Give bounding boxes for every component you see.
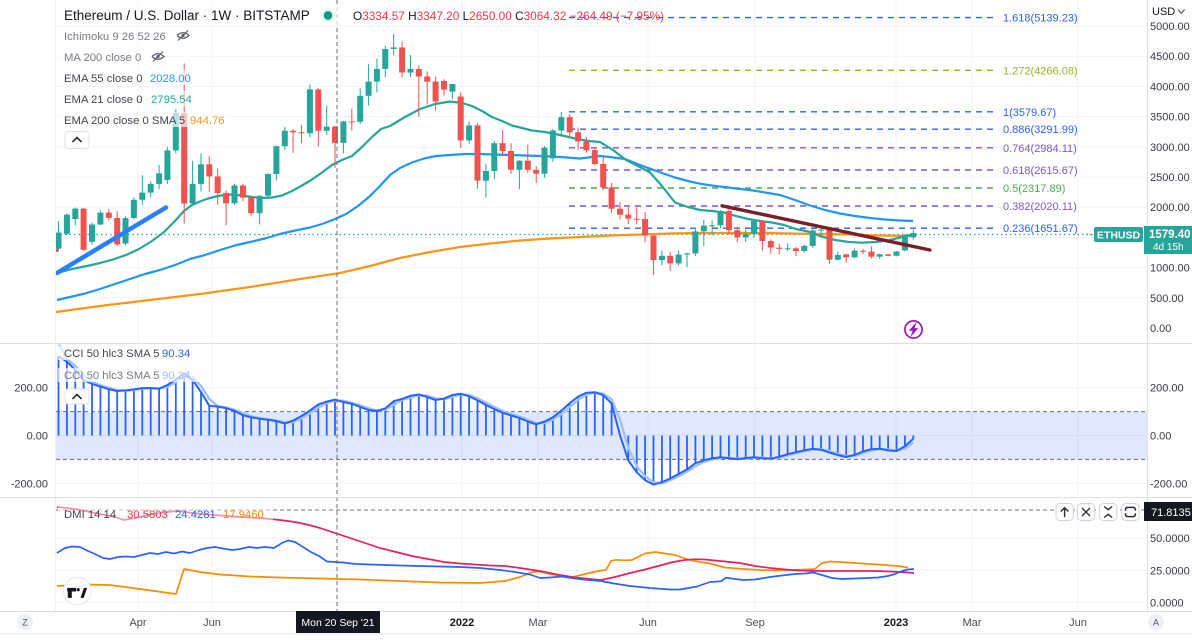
svg-text:Jun: Jun: [1069, 617, 1087, 629]
svg-text:-200.00: -200.00: [11, 478, 48, 490]
svg-text:Apr: Apr: [129, 617, 146, 629]
svg-text:2023: 2023: [884, 617, 908, 629]
svg-text:A: A: [1153, 618, 1159, 628]
svg-text:1579.40: 1579.40: [1149, 229, 1191, 241]
svg-text:ETHUSD: ETHUSD: [1097, 230, 1141, 242]
svg-text:EMA 21 close 0: EMA 21 close 0: [64, 94, 143, 106]
svg-text:O3334.57 H3347.20 L2650.00 C30: O3334.57 H3347.20 L2650.00 C3064.32 −264…: [353, 9, 664, 23]
svg-text:Ethereum / U.S. Dollar · 1W ·: Ethereum / U.S. Dollar · 1W · BITSTAMP: [64, 8, 310, 23]
svg-text:CCI 50 hlc3 SMA 5: CCI 50 hlc3 SMA 5: [64, 370, 159, 382]
svg-text:2795.54: 2795.54: [151, 94, 192, 106]
svg-text:EMA 55 close 0: EMA 55 close 0: [64, 73, 143, 85]
svg-text:71.8135: 71.8135: [1151, 507, 1191, 519]
svg-text:24.4281: 24.4281: [175, 509, 216, 521]
svg-text:Jun: Jun: [639, 617, 657, 629]
svg-text:4500.00: 4500.00: [1150, 51, 1190, 63]
svg-text:0.236(1651.67): 0.236(1651.67): [1003, 223, 1078, 235]
svg-text:0.00: 0.00: [27, 431, 48, 443]
svg-text:0.5(2317.89): 0.5(2317.89): [1003, 183, 1065, 195]
svg-text:1.618(5139.23): 1.618(5139.23): [1003, 13, 1078, 25]
svg-text:-200.00: -200.00: [1150, 478, 1187, 490]
svg-text:1(3579.67): 1(3579.67): [1003, 107, 1056, 119]
svg-text:0.00: 0.00: [1150, 323, 1171, 335]
svg-text:0.0000: 0.0000: [1150, 597, 1184, 609]
svg-text:EMA 200 close 0 SMA 5: EMA 200 close 0 SMA 5: [64, 115, 185, 127]
svg-text:USD: USD: [1152, 6, 1175, 18]
svg-text:90.34: 90.34: [162, 370, 190, 382]
svg-text:Mon 20 Sep '21: Mon 20 Sep '21: [301, 617, 374, 629]
svg-text:500.00: 500.00: [1150, 293, 1184, 305]
svg-text:50.0000: 50.0000: [1150, 533, 1190, 545]
svg-text:200.00: 200.00: [1150, 383, 1184, 395]
svg-text:1000.00: 1000.00: [1150, 263, 1190, 275]
svg-text:5000.00: 5000.00: [1150, 21, 1190, 33]
svg-text:Z: Z: [22, 618, 28, 628]
svg-text:0.886(3291.99): 0.886(3291.99): [1003, 124, 1078, 136]
svg-text:2500.00: 2500.00: [1150, 172, 1190, 184]
svg-text:3500.00: 3500.00: [1150, 112, 1190, 124]
svg-text:DMI 14 14: DMI 14 14: [64, 509, 116, 521]
svg-text:CCI 50 hlc3 SMA 5: CCI 50 hlc3 SMA 5: [64, 348, 159, 360]
svg-text:Mar: Mar: [963, 617, 982, 629]
svg-text:25.0000: 25.0000: [1150, 566, 1190, 578]
svg-text:0.00: 0.00: [1150, 431, 1171, 443]
svg-text:1.272(4266.08): 1.272(4266.08): [1003, 65, 1078, 77]
svg-text:MA 200 close 0: MA 200 close 0: [64, 52, 141, 64]
svg-text:90.34: 90.34: [162, 348, 190, 360]
svg-text:0.618(2615.67): 0.618(2615.67): [1003, 165, 1078, 177]
svg-text:0.764(2984.11): 0.764(2984.11): [1003, 143, 1077, 155]
svg-text:Sep: Sep: [745, 617, 765, 629]
svg-text:4000.00: 4000.00: [1150, 81, 1190, 93]
svg-text:Ichimoku 9 26 52 26: Ichimoku 9 26 52 26: [64, 31, 166, 43]
svg-text:2000.00: 2000.00: [1150, 202, 1190, 214]
svg-text:0.382(2020.11): 0.382(2020.11): [1003, 201, 1077, 213]
svg-text:2022: 2022: [450, 617, 474, 629]
svg-text:944.76: 944.76: [190, 115, 225, 127]
svg-text:17.9460: 17.9460: [223, 509, 264, 521]
svg-text:200.00: 200.00: [14, 383, 48, 395]
svg-text:2028.00: 2028.00: [150, 73, 191, 85]
svg-text:Jun: Jun: [203, 617, 221, 629]
svg-text:4d 15h: 4d 15h: [1153, 242, 1184, 253]
svg-text:Mar: Mar: [529, 617, 548, 629]
svg-text:3000.00: 3000.00: [1150, 142, 1190, 154]
svg-text:30.5803: 30.5803: [127, 509, 168, 521]
